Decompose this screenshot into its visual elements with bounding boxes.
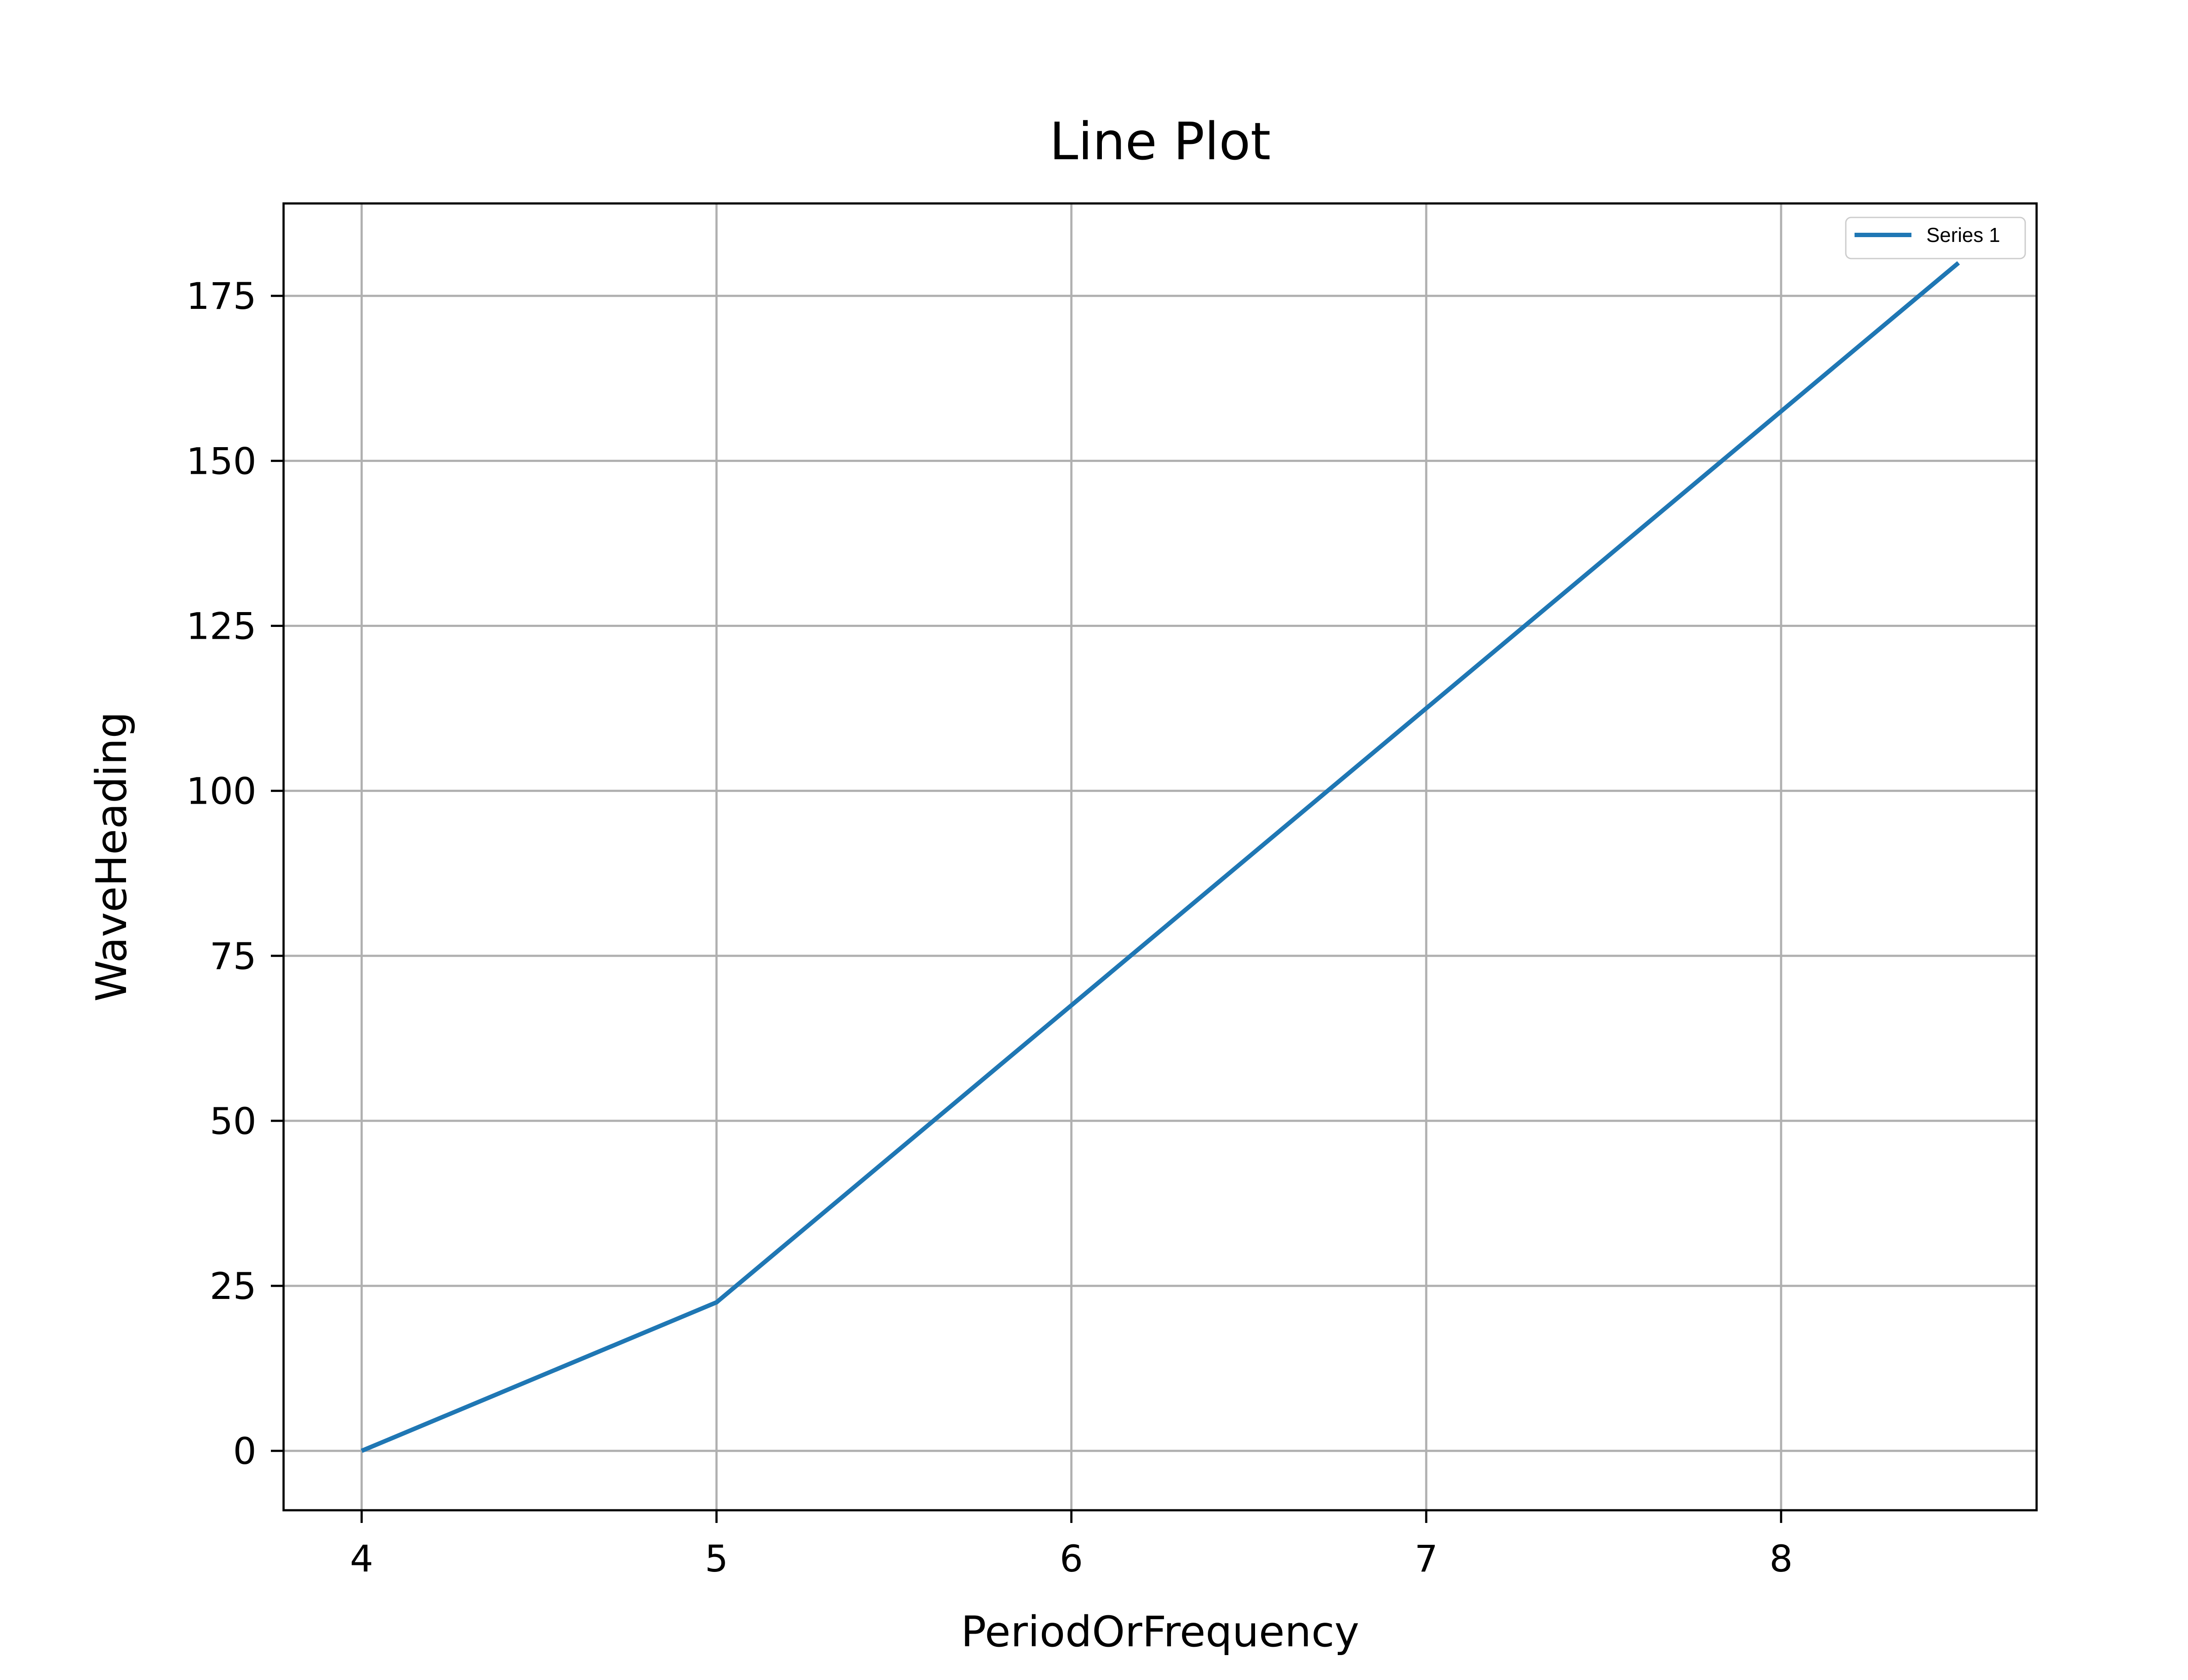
plot-area-frame [282, 202, 2038, 1512]
legend-series-1-label: Series 1 [1926, 224, 2000, 246]
series-1-line [361, 261, 1960, 1453]
grid-lines [284, 203, 2037, 1510]
y-tick-label-25: 25 [210, 1265, 256, 1308]
y-tick-label-175: 175 [186, 275, 256, 318]
x-tick-label-8: 8 [1769, 1537, 1792, 1580]
chart-title: Line Plot [1049, 111, 1271, 172]
x-tick-label-5: 5 [705, 1537, 728, 1580]
y-tick-label-100: 100 [186, 770, 256, 813]
x-tick-label-7: 7 [1414, 1537, 1438, 1580]
x-tick-label-6: 6 [1060, 1537, 1083, 1580]
axis-ticks: 4 5 6 7 8 0 25 50 75 100 125 150 175 [186, 275, 1793, 1580]
y-tick-label-75: 75 [210, 935, 256, 978]
data-series [361, 261, 1960, 1453]
y-tick-label-0: 0 [233, 1430, 256, 1473]
y-tick-label-125: 125 [186, 605, 256, 648]
legend: Series 1 [1845, 217, 2026, 259]
y-tick-label-50: 50 [210, 1100, 256, 1143]
y-axis-label: WaveHeading [87, 712, 136, 1002]
y-tick-label-150: 150 [186, 440, 256, 483]
legend-box [1845, 217, 2026, 259]
x-tick-label-4: 4 [350, 1537, 373, 1580]
x-axis-label: PeriodOrFrequency [961, 1607, 1359, 1656]
